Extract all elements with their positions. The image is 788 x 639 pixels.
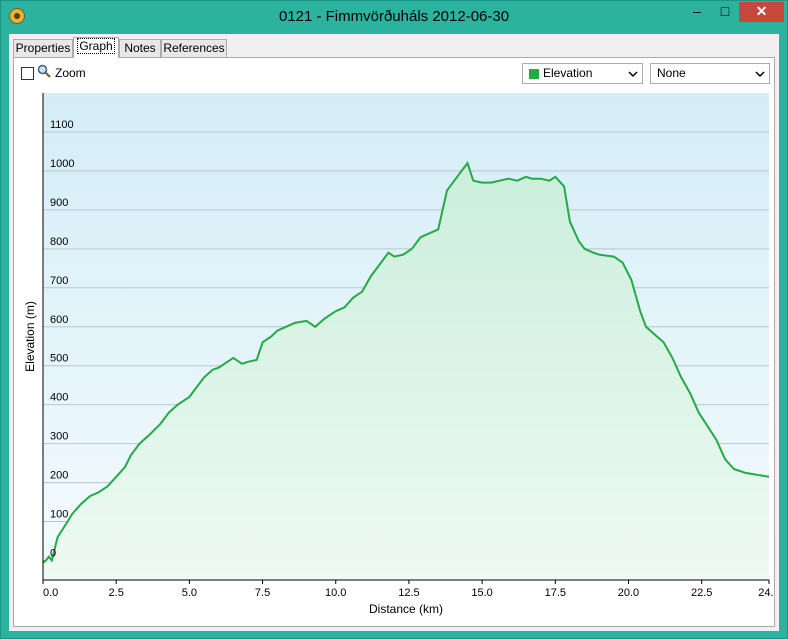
client-area: Properties Graph Notes References Zoom E… xyxy=(9,34,779,631)
app-logo-icon xyxy=(9,8,25,24)
tab-graph[interactable]: Graph xyxy=(73,37,119,58)
y-tick-label: 800 xyxy=(50,236,68,248)
title-bar[interactable]: 0121 - Fimmvörðuháls 2012-06-30 ‒ □ ✕ xyxy=(1,1,787,33)
tab-properties[interactable]: Properties xyxy=(13,39,73,57)
x-tick-label: 7.5 xyxy=(255,587,270,599)
tab-notes[interactable]: Notes xyxy=(119,39,161,57)
graph-panel: Zoom Elevation None xyxy=(13,57,775,627)
series-color-swatch xyxy=(529,69,539,79)
elevation-chart[interactable]: 0 100 200 300 400 500 600 700 800 900 1000 1100 0.0… xyxy=(14,58,774,626)
compare-select-value: None xyxy=(657,66,686,80)
tab-label: Notes xyxy=(124,41,156,55)
close-button[interactable]: ✕ xyxy=(739,2,784,22)
y-tick-labels: 0 100 200 300 400 500 600 700 800 900 1000 1100 xyxy=(50,119,74,560)
y-tick-label: 1100 xyxy=(50,119,74,131)
x-tick-label: 15.0 xyxy=(471,587,492,599)
chevron-down-icon xyxy=(628,71,638,78)
y-tick-label: 0 xyxy=(50,548,56,560)
minimize-button[interactable]: ‒ xyxy=(693,3,701,19)
y-tick-label: 300 xyxy=(50,431,68,443)
axes xyxy=(42,93,770,584)
tab-label: Graph xyxy=(77,38,115,54)
series-select-value: Elevation xyxy=(543,66,593,80)
y-tick-label: 1000 xyxy=(50,158,74,170)
x-tick-label: 22.5 xyxy=(691,587,712,599)
x-tick-label: 5.0 xyxy=(182,587,197,599)
y-tick-label: 100 xyxy=(50,509,68,521)
maximize-button[interactable]: □ xyxy=(720,3,730,19)
x-tick-label: 12.5 xyxy=(398,587,419,599)
elevation-area xyxy=(43,163,769,580)
compare-select[interactable]: None xyxy=(650,63,770,84)
magnifier-icon xyxy=(37,64,51,78)
y-tick-label: 700 xyxy=(50,275,68,287)
window-title: 0121 - Fimmvörðuháls 2012-06-30 xyxy=(278,8,510,25)
y-tick-label: 400 xyxy=(50,392,68,404)
series-select[interactable]: Elevation xyxy=(522,63,643,84)
x-tick-label: 20.0 xyxy=(618,587,639,599)
zoom-label: Zoom xyxy=(55,66,86,80)
y-tick-label: 200 xyxy=(50,470,68,482)
y-tick-label: 500 xyxy=(50,353,68,365)
x-tick-labels: 0.0 2.5 5.0 7.5 10.0 12.5 15.0 17.5 20.0 22.5 24.8 xyxy=(43,587,774,599)
x-tick-label: 0.0 xyxy=(43,587,58,599)
tab-label: References xyxy=(163,41,225,55)
y-tick-label: 600 xyxy=(50,314,68,326)
elevation-line xyxy=(42,160,770,564)
chevron-down-icon xyxy=(755,71,765,78)
x-tick-label: 2.5 xyxy=(109,587,124,599)
y-tick-label: 900 xyxy=(50,197,68,209)
y-axis-title: Elevation (m) xyxy=(23,301,37,372)
zoom-checkbox[interactable] xyxy=(21,67,34,80)
tab-references[interactable]: References xyxy=(161,39,227,57)
x-axis-title: Distance (km) xyxy=(369,602,443,616)
x-tick-label: 10.0 xyxy=(325,587,346,599)
x-tick-label: 24.8 xyxy=(758,587,774,599)
tab-label: Properties xyxy=(15,41,71,55)
x-tick-label: 17.5 xyxy=(545,587,566,599)
